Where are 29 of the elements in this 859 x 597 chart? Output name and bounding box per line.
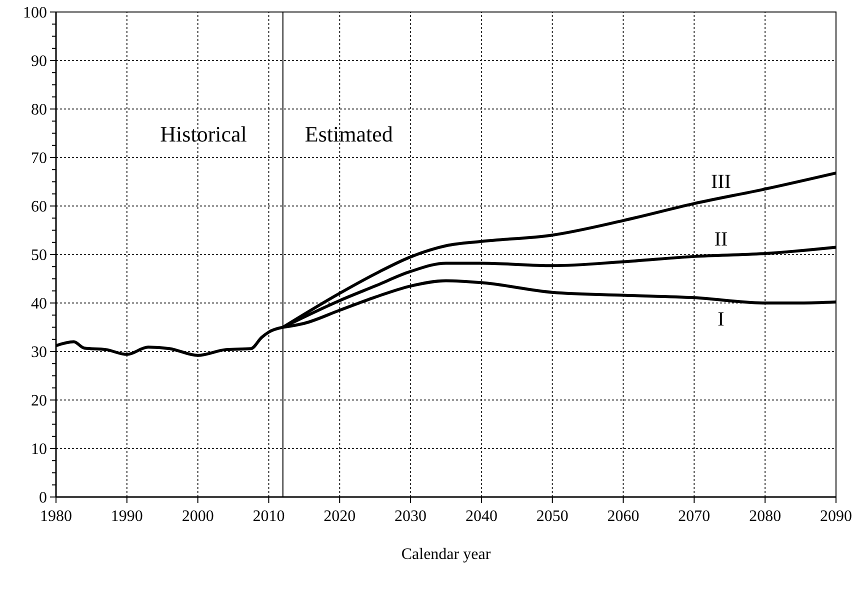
x-axis-title: Calendar year [401,546,492,563]
x-tick-label: 1980 [40,508,72,525]
y-tick-label: 40 [31,296,47,313]
y-tick-label: 60 [31,198,47,216]
x-tick-label: 2050 [536,508,568,525]
series-label: II [714,228,728,250]
y-tick-label: 20 [31,392,47,410]
y-tick-label: 100 [23,4,47,22]
y-tick-label: 90 [31,53,47,70]
x-tick-label: 2090 [820,508,852,525]
annotation: Estimated [304,121,393,146]
x-tick-label: 2040 [465,508,498,525]
x-tick-label: 2080 [749,508,782,525]
x-tick-label: 2060 [607,508,640,525]
series-label: I [718,308,724,331]
y-tick-label: 50 [31,247,47,264]
x-tick-label: 2000 [182,508,214,525]
y-tick-label: 30 [31,344,47,362]
x-tick-label: 2020 [324,508,356,525]
x-tick-label: 2070 [678,508,710,525]
x-tick-label: 2010 [252,508,285,525]
series-label: III [711,171,731,194]
y-tick-label: 10 [31,441,47,458]
y-tick-label: 80 [31,102,47,119]
y-tick-label: 70 [31,150,47,168]
x-tick-label: 2030 [394,508,427,525]
y-tick-label: 0 [39,490,47,507]
x-tick-label: 1990 [110,508,143,525]
annotation: Historical [160,121,247,146]
